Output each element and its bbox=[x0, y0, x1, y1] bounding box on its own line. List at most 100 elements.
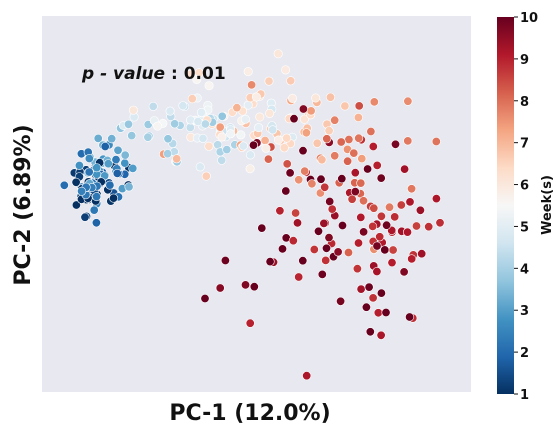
data-point bbox=[402, 227, 412, 237]
data-point bbox=[352, 264, 362, 274]
data-point bbox=[325, 197, 335, 207]
data-point bbox=[268, 125, 278, 135]
data-point bbox=[84, 154, 94, 164]
data-point bbox=[369, 203, 379, 213]
data-point bbox=[294, 272, 304, 282]
colorbar bbox=[497, 17, 514, 394]
p-value-number: 0.01 bbox=[184, 64, 226, 84]
data-point bbox=[153, 121, 163, 131]
data-point bbox=[298, 256, 308, 266]
data-point bbox=[92, 192, 102, 202]
data-point bbox=[275, 206, 285, 216]
data-point bbox=[403, 136, 413, 146]
data-point bbox=[128, 105, 138, 115]
data-point bbox=[254, 123, 264, 133]
data-point bbox=[277, 244, 287, 254]
data-point bbox=[89, 205, 99, 215]
colorbar-tick-label: 7 bbox=[520, 137, 529, 152]
data-point bbox=[336, 296, 346, 306]
data-point bbox=[407, 254, 417, 264]
data-point bbox=[317, 269, 327, 279]
data-point bbox=[124, 182, 134, 192]
data-point bbox=[431, 194, 441, 204]
data-point bbox=[222, 145, 232, 155]
data-point bbox=[251, 92, 261, 102]
data-point bbox=[319, 218, 329, 228]
data-point bbox=[241, 280, 251, 290]
data-point bbox=[320, 182, 330, 192]
data-point bbox=[411, 221, 421, 231]
data-point bbox=[148, 101, 158, 111]
data-point bbox=[435, 218, 445, 228]
data-point bbox=[317, 155, 327, 165]
data-point bbox=[347, 194, 357, 204]
data-point bbox=[373, 308, 383, 318]
data-point bbox=[220, 255, 230, 265]
data-point bbox=[143, 132, 153, 142]
data-point bbox=[311, 93, 321, 103]
data-point bbox=[372, 160, 382, 170]
data-point bbox=[343, 156, 353, 166]
data-point bbox=[124, 119, 134, 129]
data-point bbox=[357, 154, 367, 164]
colorbar-tick-label: 10 bbox=[520, 11, 538, 26]
data-point bbox=[403, 96, 413, 106]
data-point bbox=[200, 119, 210, 129]
data-point bbox=[165, 106, 175, 116]
data-point bbox=[363, 164, 373, 174]
data-point bbox=[322, 134, 332, 144]
data-point bbox=[400, 164, 410, 174]
data-point bbox=[313, 226, 323, 236]
data-point bbox=[192, 74, 202, 84]
data-point bbox=[299, 114, 309, 124]
data-point bbox=[376, 288, 386, 298]
data-point bbox=[286, 76, 296, 86]
data-point bbox=[353, 113, 363, 123]
data-point bbox=[366, 127, 376, 137]
data-point bbox=[431, 137, 441, 147]
data-point bbox=[368, 293, 378, 303]
data-point bbox=[302, 371, 312, 381]
data-point bbox=[376, 330, 386, 340]
data-point bbox=[170, 119, 180, 129]
data-point bbox=[381, 307, 391, 317]
data-point bbox=[324, 233, 334, 243]
data-point bbox=[292, 218, 302, 228]
data-point bbox=[356, 212, 366, 222]
data-point bbox=[282, 133, 292, 143]
data-point bbox=[361, 302, 371, 312]
data-point bbox=[350, 168, 360, 178]
colorbar-tick-label: 9 bbox=[520, 53, 529, 68]
data-point bbox=[226, 129, 236, 139]
data-point bbox=[298, 104, 308, 114]
data-point bbox=[282, 159, 292, 169]
data-point bbox=[376, 211, 386, 221]
data-point bbox=[263, 154, 273, 164]
data-point bbox=[163, 149, 173, 159]
data-point bbox=[204, 81, 214, 91]
colorbar-label: Week(s) bbox=[540, 175, 555, 235]
data-point bbox=[71, 200, 81, 210]
data-point bbox=[294, 175, 304, 185]
data-point bbox=[325, 92, 335, 102]
data-point bbox=[84, 167, 94, 177]
data-point bbox=[261, 143, 271, 153]
data-point bbox=[301, 128, 311, 138]
data-point bbox=[273, 135, 283, 145]
data-point bbox=[109, 193, 119, 203]
data-point bbox=[372, 241, 382, 251]
p-value-separator: : bbox=[165, 64, 184, 84]
data-point bbox=[343, 248, 353, 258]
data-point bbox=[201, 171, 211, 181]
data-point bbox=[356, 178, 366, 188]
data-point bbox=[316, 174, 326, 184]
data-point bbox=[187, 94, 197, 104]
y-axis-label: PC-2 (6.89%) bbox=[11, 124, 36, 285]
data-point bbox=[163, 134, 173, 144]
data-point bbox=[128, 163, 138, 173]
data-point bbox=[340, 101, 350, 111]
data-point bbox=[336, 137, 346, 147]
data-point bbox=[74, 161, 84, 171]
data-point bbox=[245, 150, 255, 160]
data-point bbox=[245, 164, 255, 174]
